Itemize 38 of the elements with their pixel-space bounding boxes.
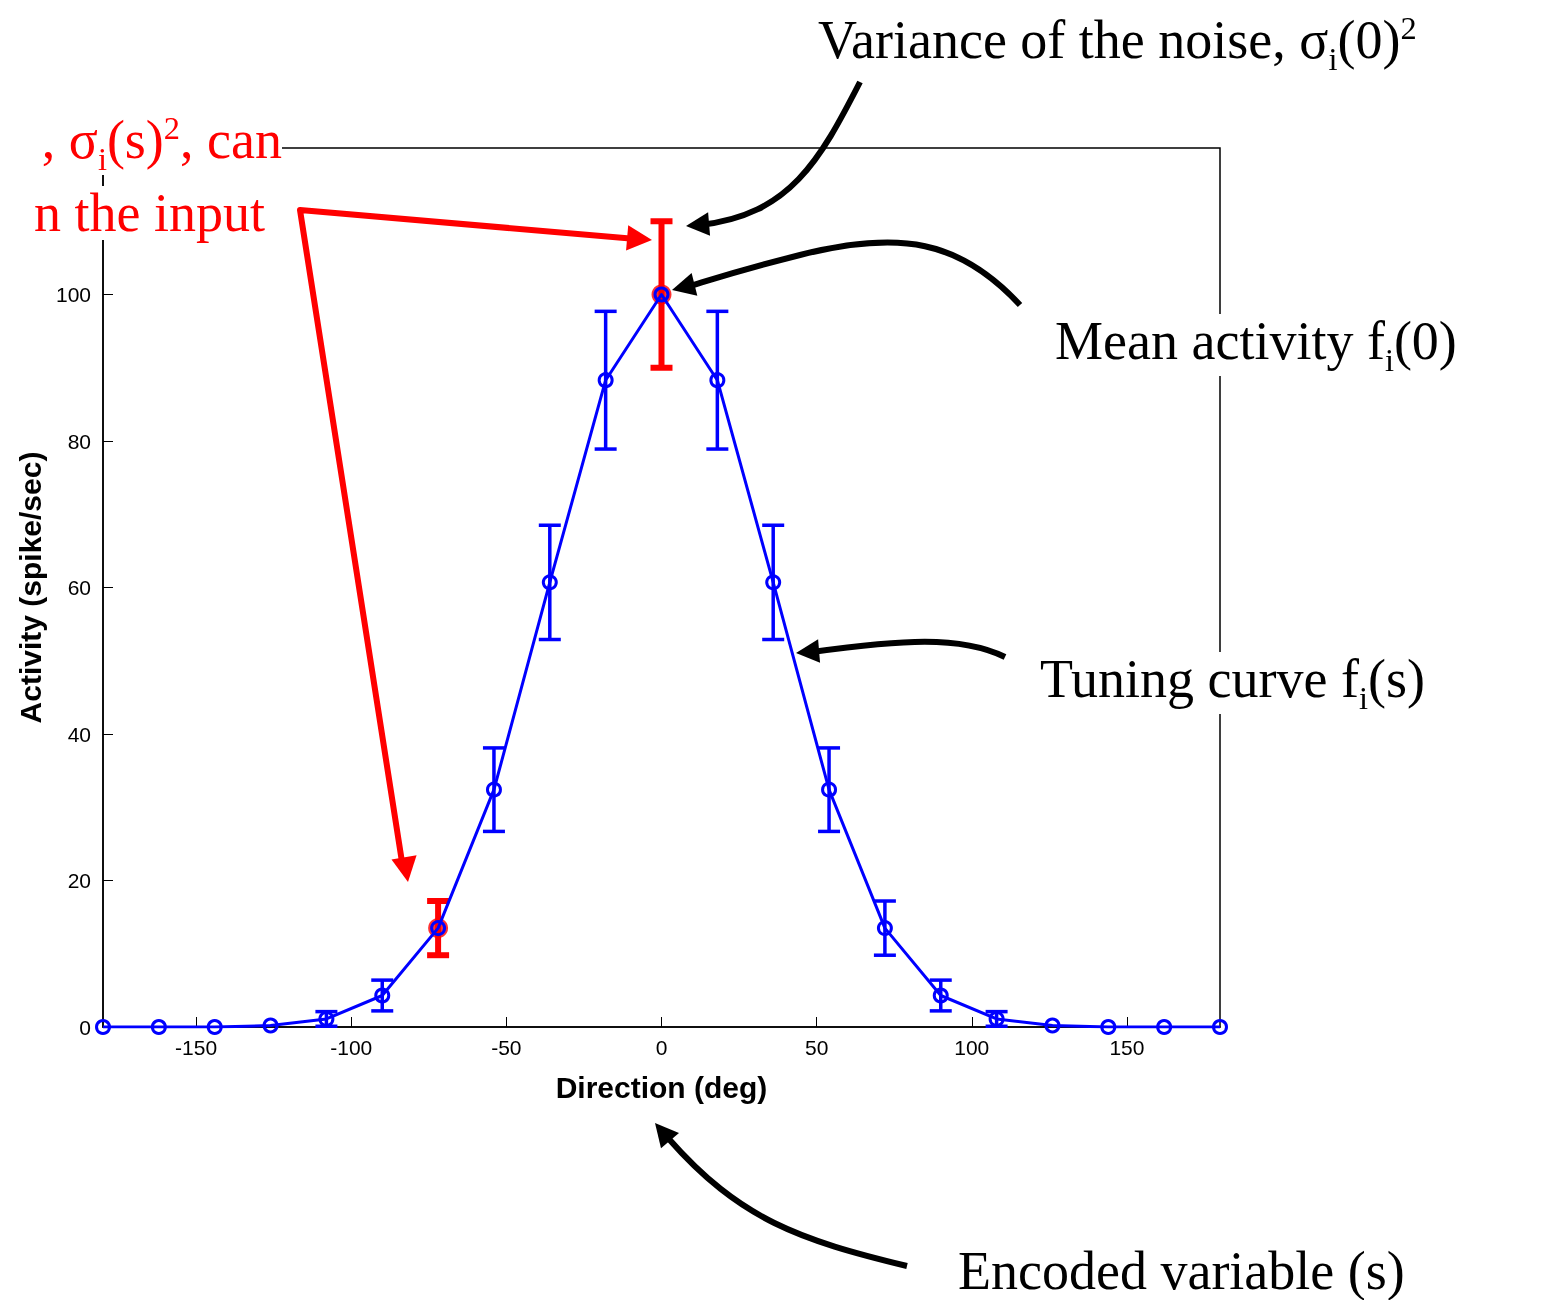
y-tick-label: 0 <box>79 1015 91 1039</box>
annotation: Mean activity f$_{i}$(0) <box>1055 311 1457 378</box>
y-tick-label: 60 <box>67 576 91 599</box>
point <box>1044 1017 1061 1034</box>
point <box>374 987 391 1004</box>
point <box>1100 1019 1117 1035</box>
point <box>876 920 893 937</box>
annotation: n the input <box>34 183 265 243</box>
point <box>206 1019 223 1035</box>
point <box>95 1019 111 1035</box>
text: Variance of the noise, σ$_{i}$(0)$^{2}$ <box>818 10 1417 77</box>
x-tick-label: 150 <box>1109 1036 1145 1059</box>
point <box>262 1017 279 1034</box>
point <box>932 987 949 1004</box>
text: Encoded variable (s) <box>958 1241 1405 1300</box>
point <box>1156 1019 1173 1035</box>
y-axis-title: Activity (spike/sec) <box>13 451 47 724</box>
point <box>597 372 614 389</box>
y-tick-label: 20 <box>67 869 91 892</box>
point <box>485 781 502 798</box>
point <box>541 574 558 591</box>
x-axis-title: Direction (deg) <box>555 1070 768 1104</box>
point <box>1212 1019 1228 1035</box>
y-tick-label: 40 <box>67 722 91 746</box>
y-tick-label: 80 <box>67 429 91 453</box>
x-tick-label: -100 <box>330 1036 373 1059</box>
y-tick-label: 100 <box>55 283 91 306</box>
annotation: , σ$_{i}$(s)$^{2}$, can <box>41 110 282 177</box>
x-tick-label: 50 <box>804 1036 829 1059</box>
x-tick-label: 0 <box>655 1036 668 1059</box>
x-tick-label: -50 <box>491 1036 522 1059</box>
point <box>821 781 838 798</box>
x-tick-label: 100 <box>954 1036 990 1059</box>
point <box>765 574 782 591</box>
point <box>709 372 726 389</box>
annotation: Tuning curve f$_{i}$(s) <box>1040 649 1425 716</box>
point <box>150 1019 167 1035</box>
x-tick-label: -150 <box>175 1036 218 1059</box>
